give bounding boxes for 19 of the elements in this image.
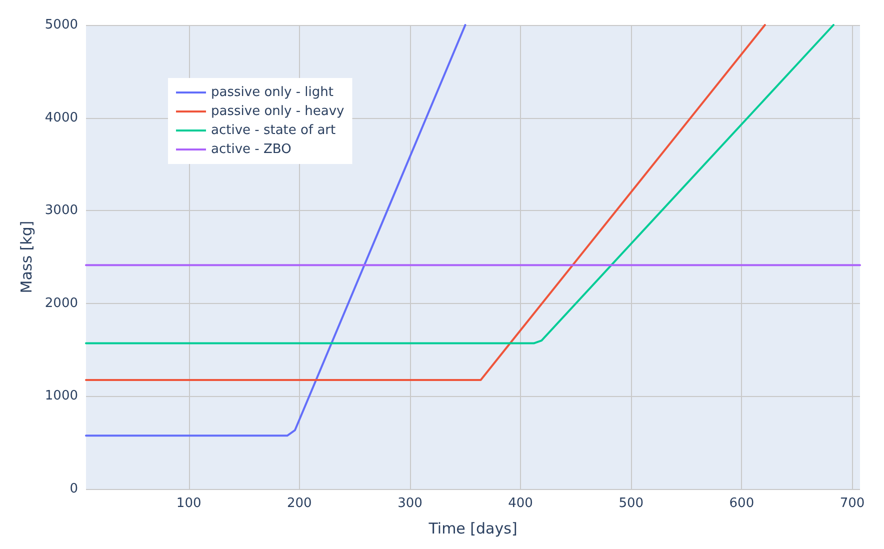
x-tick-label: 600 xyxy=(729,496,754,511)
legend-label: active - state of art xyxy=(211,123,336,138)
y-tick-label: 1000 xyxy=(44,388,78,404)
x-tick-label: 200 xyxy=(286,496,312,511)
y-axis-title: Mass [kg] xyxy=(18,220,36,294)
x-tick-label: 700 xyxy=(840,496,865,511)
y-tick-label: 3000 xyxy=(44,203,78,218)
y-tick-label: 4000 xyxy=(44,110,78,126)
y-tick-label: 0 xyxy=(70,482,78,496)
y-tick-label: 5000 xyxy=(44,18,78,32)
x-tick-label: 100 xyxy=(176,496,202,511)
legend-label: active - ZBO xyxy=(211,142,292,157)
legend-label: passive only - heavy xyxy=(211,104,345,119)
x-tick-label: 500 xyxy=(618,496,644,511)
x-tick-label: 400 xyxy=(508,496,533,511)
legend-label: passive only - light xyxy=(211,85,334,100)
x-axis-title: Time [days] xyxy=(428,520,518,538)
y-tick-label: 2000 xyxy=(44,296,78,311)
x-tick-label: 300 xyxy=(398,496,422,511)
